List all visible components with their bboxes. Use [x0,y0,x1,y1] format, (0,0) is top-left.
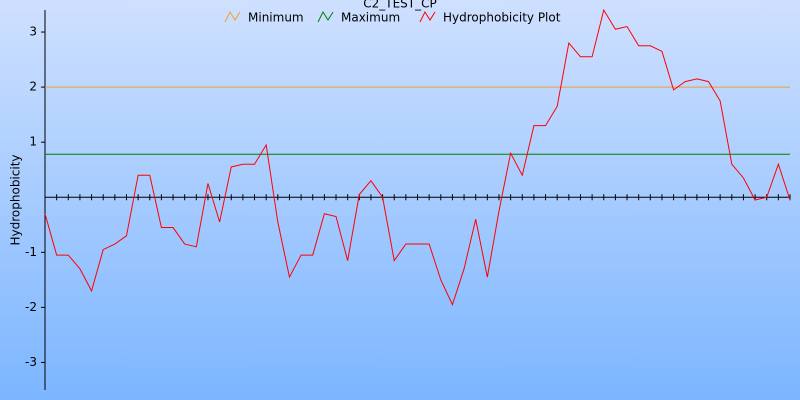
y-tick-label: -3 [25,355,37,369]
y-tick-label: -1 [25,245,37,259]
y-tick-label: -2 [25,300,37,314]
legend-icon [224,10,241,23]
data-line [44,8,791,306]
chart-title: C2_TEST_CP [363,0,437,11]
y-axis-label: Hydrophobicity [9,154,23,245]
legend-icon [419,10,436,23]
legend-icon [317,10,334,23]
y-tick-label: 1 [29,135,37,149]
y-tick-label: 2 [29,80,37,94]
legend-label: Hydrophobicity Plot [443,11,561,25]
legend-label: Minimum [248,11,304,25]
legend-label: Maximum [341,11,400,25]
y-tick-label: 3 [29,25,37,39]
